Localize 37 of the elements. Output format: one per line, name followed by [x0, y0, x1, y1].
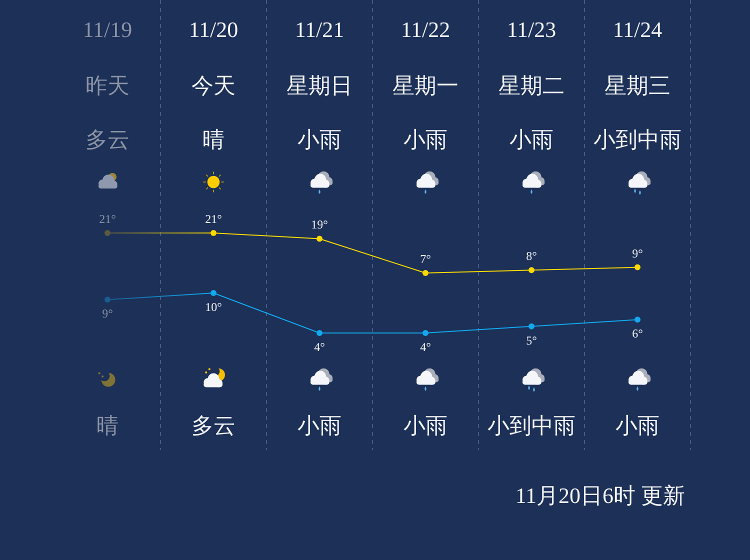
category: 11/22 [400, 17, 450, 42]
value-label: 7° [420, 252, 431, 266]
value-label: 19° [311, 218, 328, 232]
value-label: 21° [205, 212, 222, 226]
value-label: 10° [205, 300, 222, 314]
annotation: 小雨 [298, 413, 342, 438]
annotation: 晴 [202, 127, 224, 152]
annotation: 小雨 [510, 127, 554, 152]
annotation: 星期二 [498, 73, 564, 98]
annotation: 小雨 [404, 127, 448, 152]
category: 11/24 [612, 17, 662, 42]
annotation: 小雨 [404, 413, 448, 438]
value-label: 8° [526, 249, 537, 264]
annotation: 多云 [192, 413, 236, 438]
annotation: 晴 [96, 413, 118, 438]
annotation: 昨天 [86, 73, 130, 98]
value-label: 6° [632, 326, 643, 341]
category: 11/19 [82, 17, 132, 42]
annotation: 今天 [192, 73, 236, 98]
value-label: 5° [526, 333, 537, 348]
annotation: 多云 [86, 127, 130, 152]
category: 11/21 [294, 17, 344, 42]
annotation: 星期三 [604, 73, 670, 98]
annotation: 小雨 [298, 127, 342, 152]
annotation: 11月20日6时 更新 [515, 483, 685, 508]
annotation: 小到中雨 [594, 127, 682, 152]
annotation: 星期日 [286, 73, 352, 98]
annotation: 小到中雨 [488, 413, 576, 438]
value-label: 4° [420, 340, 431, 354]
value-label: 9° [632, 246, 643, 260]
category: 11/23 [506, 17, 556, 42]
annotation: 小雨 [616, 413, 660, 438]
value-label: 21° [99, 212, 116, 226]
annotation: 星期一 [392, 73, 458, 98]
value-label: 4° [314, 340, 325, 354]
category: 11/20 [188, 17, 238, 42]
value-label: 9° [102, 306, 113, 321]
